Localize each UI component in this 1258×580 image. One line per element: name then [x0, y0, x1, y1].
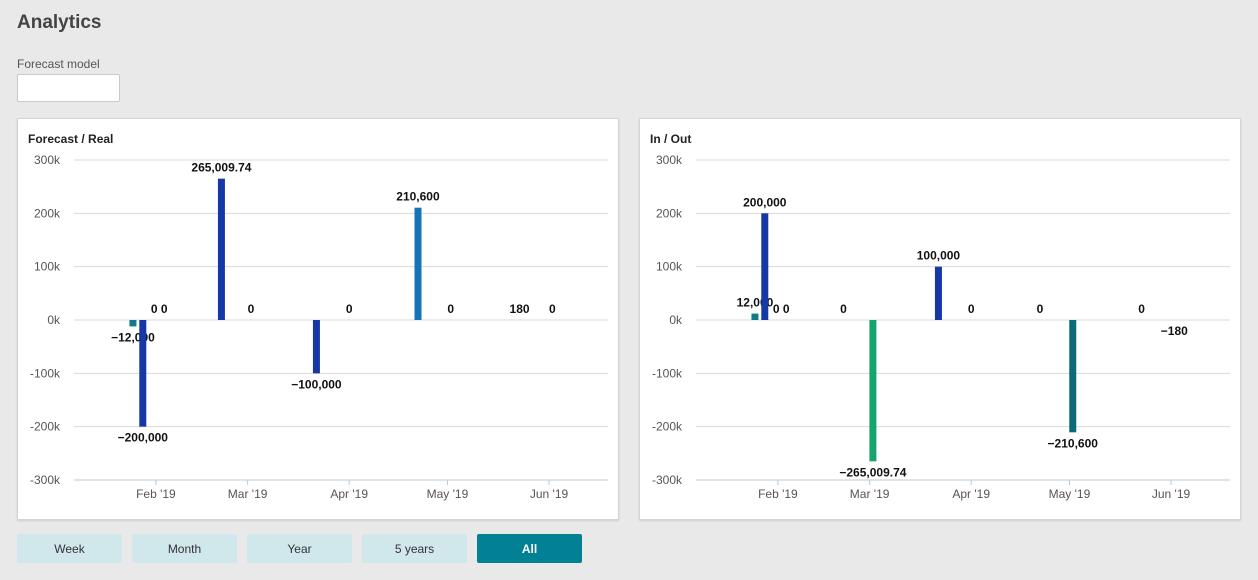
bar[interactable]	[312, 320, 320, 374]
x-tick-label: Jun '19	[1152, 487, 1191, 501]
y-tick-label: 300k	[656, 153, 683, 167]
range-5-years-button[interactable]: 5 years	[362, 534, 467, 563]
data-label: 265,009.74	[191, 161, 251, 175]
chart-svg: Forecast / Real 300k 200k 100k 0k -100k -200k -…	[28, 132, 608, 501]
data-label: 180	[510, 302, 530, 316]
x-tick-label: Apr '19	[952, 487, 990, 501]
data-label: −210,600	[1048, 436, 1099, 450]
range-year-button[interactable]: Year	[247, 534, 352, 563]
data-label: −265,009.74	[839, 465, 906, 479]
data-label: −180	[1161, 324, 1188, 338]
y-tick-label: -300k	[652, 473, 683, 487]
page-title: Analytics	[17, 12, 102, 33]
y-tick-label: 0k	[47, 313, 61, 327]
x-tick-label: May '19	[1049, 487, 1091, 501]
y-tick-label: 300k	[34, 153, 61, 167]
chart-svg: In / Out 300k 200k 100k 0k -100k -200k -300k Feb…	[650, 132, 1230, 501]
range-month-button[interactable]: Month	[132, 534, 237, 563]
data-label: −12,000	[111, 330, 155, 344]
data-label: 200,000	[743, 195, 787, 209]
forecast-real-chart-panel: Forecast / Real 300k 200k 100k 0k -100k -200k -…	[17, 118, 619, 520]
data-label: 0	[1138, 302, 1145, 316]
y-tick-label: -100k	[30, 366, 61, 380]
data-label: 210,600	[396, 190, 440, 204]
bar[interactable]	[869, 320, 877, 462]
x-tick-label: Mar '19	[850, 487, 890, 501]
bar[interactable]	[414, 207, 422, 320]
y-tick-label: 200k	[656, 206, 683, 220]
y-tick-label: -100k	[652, 366, 683, 380]
y-tick-label: -200k	[30, 420, 61, 434]
chart-title: In / Out	[650, 132, 691, 146]
data-label: 0	[346, 302, 353, 316]
y-tick-label: 0k	[669, 313, 683, 327]
data-label: 100,000	[917, 249, 961, 263]
forecast-model-input[interactable]	[17, 74, 120, 102]
forecast-model-label: Forecast model	[17, 57, 100, 71]
x-tick-label: Mar '19	[228, 487, 268, 501]
bar[interactable]	[751, 313, 759, 320]
bar[interactable]	[217, 178, 225, 320]
data-label: 0	[968, 302, 975, 316]
data-label: 0	[248, 302, 255, 316]
bar[interactable]	[761, 213, 769, 320]
data-label: 0	[549, 302, 556, 316]
data-label: 0	[840, 302, 847, 316]
x-tick-label: Feb '19	[136, 487, 176, 501]
y-tick-label: 200k	[34, 206, 61, 220]
bar[interactable]	[129, 320, 137, 327]
y-tick-label: -300k	[30, 473, 61, 487]
data-label: 0	[1037, 302, 1044, 316]
data-label: 0 0	[151, 302, 168, 316]
x-tick-label: Apr '19	[330, 487, 368, 501]
bar[interactable]	[1069, 320, 1077, 433]
y-tick-label: 100k	[656, 260, 683, 274]
in-out-chart-panel: In / Out 300k 200k 100k 0k -100k -200k -300k Feb…	[639, 118, 1241, 520]
x-tick-label: Jun '19	[530, 487, 569, 501]
data-label: −200,000	[118, 431, 169, 445]
bar[interactable]	[139, 320, 147, 427]
data-label: 0 0	[773, 302, 790, 316]
data-label: 0	[447, 302, 454, 316]
bar[interactable]	[934, 266, 942, 320]
y-tick-label: -200k	[652, 420, 683, 434]
y-tick-label: 100k	[34, 260, 61, 274]
chart-title: Forecast / Real	[28, 132, 113, 146]
data-label: −100,000	[291, 377, 342, 391]
range-all-button[interactable]: All	[477, 534, 582, 563]
x-tick-label: May '19	[427, 487, 469, 501]
range-week-button[interactable]: Week	[17, 534, 122, 563]
x-tick-label: Feb '19	[758, 487, 798, 501]
